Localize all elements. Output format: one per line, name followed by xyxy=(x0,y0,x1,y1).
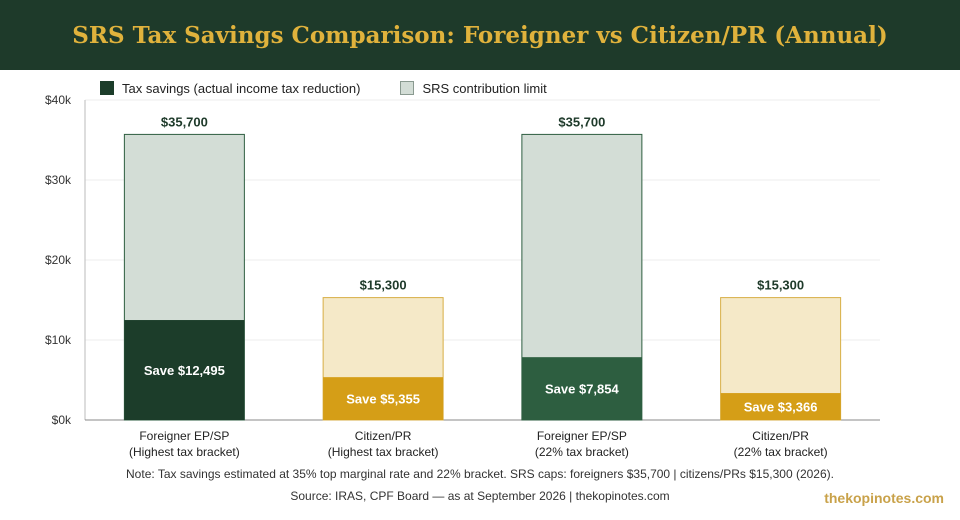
chart-title: SRS Tax Savings Comparison: Foreigner vs… xyxy=(72,21,888,49)
bar-tax-savings xyxy=(521,357,642,420)
bar-tax-savings xyxy=(323,377,444,420)
x-category-label: Foreigner EP/SP xyxy=(537,429,627,443)
footnote: Note: Tax savings estimated at 35% top m… xyxy=(126,467,834,481)
source-line: Source: IRAS, CPF Board — as at Septembe… xyxy=(290,489,670,503)
x-category-label: Foreigner EP/SP xyxy=(139,429,229,443)
legend-item-tax-savings: Tax savings (actual income tax reduction… xyxy=(100,81,360,96)
title-banner: SRS Tax Savings Comparison: Foreigner vs… xyxy=(0,0,960,70)
x-category-label: (Highest tax bracket) xyxy=(129,445,240,459)
x-category-label: (Highest tax bracket) xyxy=(328,445,439,459)
legend-label-srs-limit: SRS contribution limit xyxy=(422,80,547,96)
x-category-label: (22% tax bracket) xyxy=(734,445,828,459)
legend-item-srs-limit: SRS contribution limit xyxy=(400,80,547,96)
savings-value-label: Save $3,366 xyxy=(744,400,818,415)
x-category-label: Citizen/PR xyxy=(355,429,412,443)
y-tick-label: $10k xyxy=(45,333,72,347)
legend-label-tax-savings: Tax savings (actual income tax reduction… xyxy=(122,80,361,96)
legend-swatch-tax-savings xyxy=(100,81,114,95)
bar-tax-savings xyxy=(124,320,245,420)
y-tick-label: $20k xyxy=(45,253,72,267)
x-category-label: (22% tax bracket) xyxy=(535,445,629,459)
x-category-label: Citizen/PR xyxy=(752,429,809,443)
limit-value-label: $35,700 xyxy=(558,114,605,129)
y-tick-label: $40k xyxy=(45,93,72,107)
savings-value-label: Save $5,355 xyxy=(346,392,420,407)
legend-swatch-srs-limit xyxy=(400,81,415,95)
savings-value-label: Save $12,495 xyxy=(144,363,225,378)
y-tick-label: $0k xyxy=(52,413,72,427)
watermark: thekopinotes.com xyxy=(824,490,944,506)
limit-value-label: $15,300 xyxy=(360,278,407,293)
limit-value-label: $15,300 xyxy=(757,278,804,293)
savings-value-label: Save $7,854 xyxy=(545,382,620,397)
bar-tax-savings xyxy=(720,393,841,420)
limit-value-label: $35,700 xyxy=(161,114,208,129)
y-tick-label: $30k xyxy=(45,173,72,187)
legend: Tax savings (actual income tax reduction… xyxy=(100,80,587,96)
